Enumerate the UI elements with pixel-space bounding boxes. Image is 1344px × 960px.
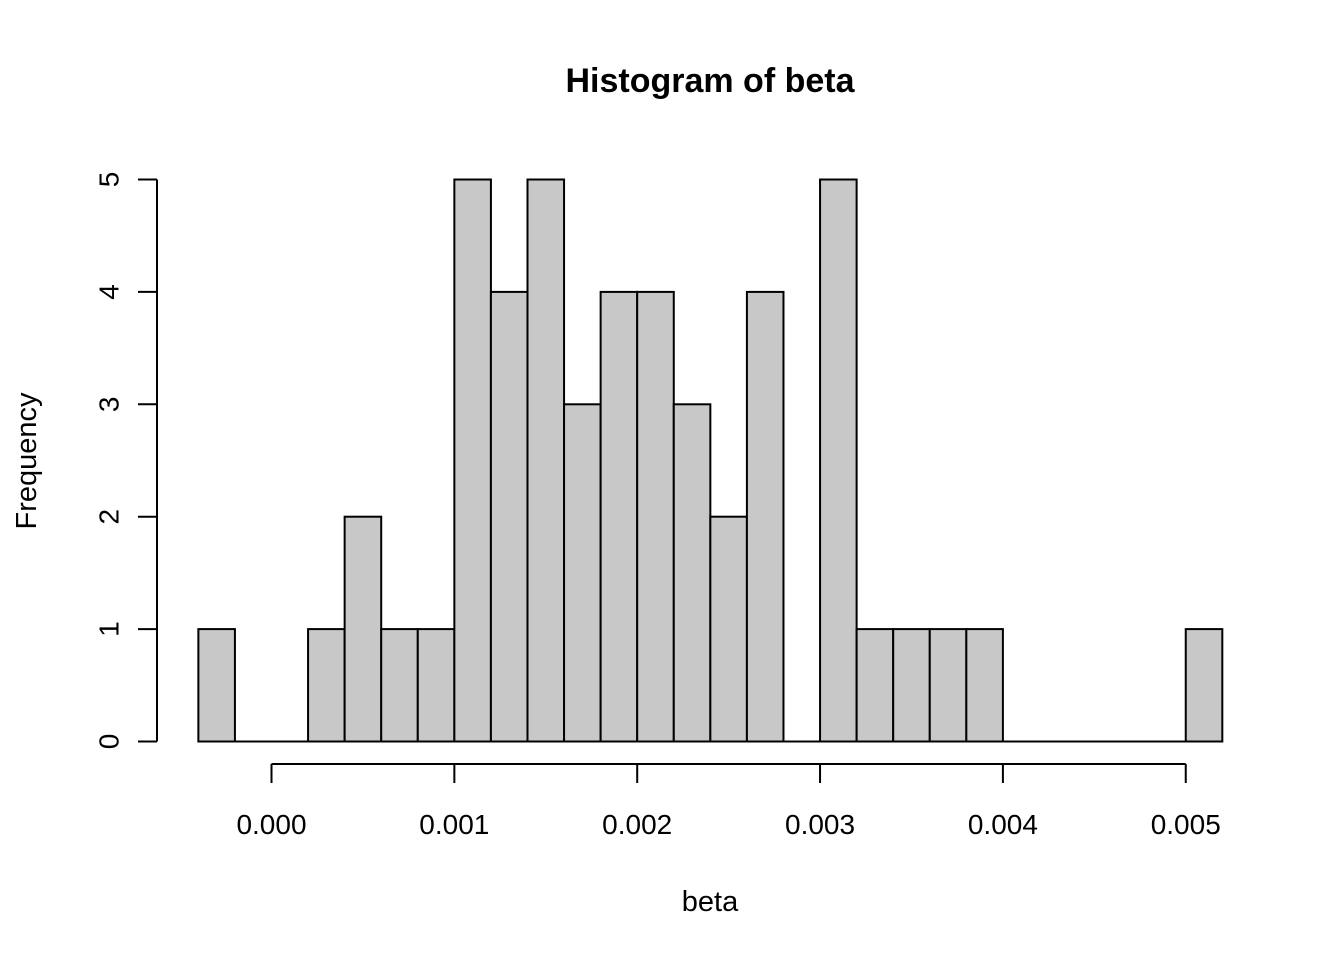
histogram-bar (709, 515, 748, 743)
histogram-bar (855, 628, 895, 743)
x-tick-label: 0.002 (602, 809, 672, 840)
y-axis: 0 1 2 3 4 5 (94, 172, 158, 750)
histogram-bar (928, 628, 968, 743)
x-tick-label: 0.000 (236, 809, 306, 840)
histogram-bar (672, 403, 712, 743)
histogram-bar (380, 628, 419, 743)
x-tick-label: 0.004 (968, 809, 1038, 840)
histogram-bar (343, 515, 383, 743)
x-axis-label: beta (682, 886, 739, 918)
histogram-bar (636, 290, 675, 743)
x-axis: 0.000 0.001 0.002 0.003 0.004 0.005 (236, 763, 1221, 840)
histogram-bar (489, 290, 529, 743)
histogram-bar (307, 628, 346, 743)
histogram-bar (819, 178, 858, 743)
histogram-bar (453, 178, 492, 743)
y-tick-label: 3 (94, 397, 125, 413)
histogram-bar (563, 403, 602, 743)
histogram-bar (526, 178, 566, 743)
histogram-bar (197, 628, 236, 743)
y-tick-label: 5 (94, 172, 125, 188)
histogram-bar (599, 290, 639, 743)
y-tick-label: 1 (94, 621, 125, 637)
chart-title: Histogram of beta (565, 62, 855, 100)
histogram-bar (892, 628, 931, 743)
y-axis-label: Frequency (11, 392, 43, 530)
x-tick-label: 0.005 (1151, 809, 1221, 840)
histogram-bar (1184, 628, 1224, 743)
histogram-bar (965, 628, 1004, 743)
y-tick-label: 2 (94, 509, 125, 525)
histogram-bar (416, 628, 456, 743)
x-tick-label: 0.003 (785, 809, 855, 840)
y-tick-label: 4 (94, 284, 125, 300)
histogram-bar (745, 290, 785, 743)
bars-group (197, 178, 1224, 743)
x-tick-label: 0.001 (419, 809, 489, 840)
y-tick-label: 0 (94, 734, 125, 750)
